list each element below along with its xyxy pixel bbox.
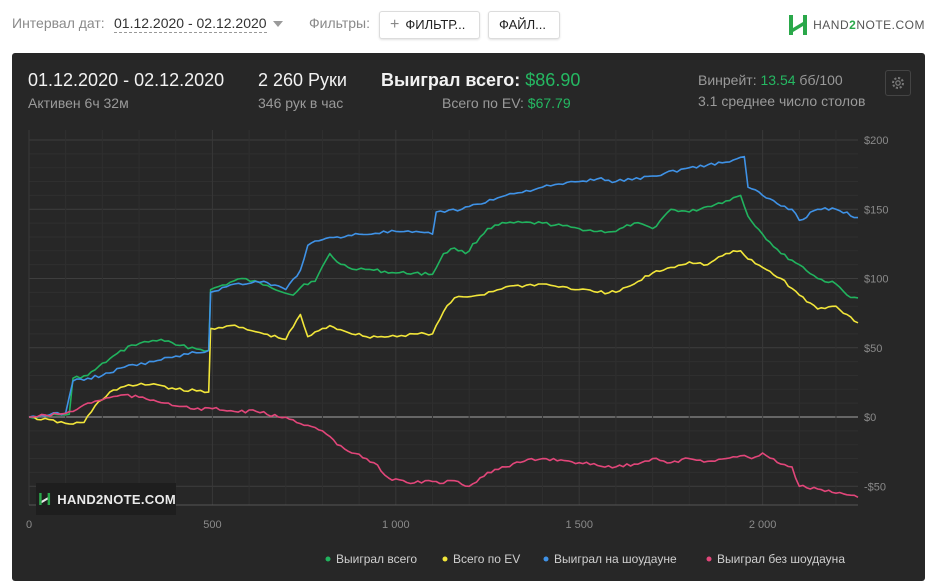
y-tick-label: -$50: [864, 481, 886, 493]
legend-marker[interactable]: [543, 556, 549, 562]
won-total: Выиграл всего: $86.90: [381, 70, 580, 91]
gear-icon: [892, 77, 904, 89]
series-line: [28, 155, 858, 418]
won-total-value: $86.90: [525, 70, 581, 90]
y-tick-label: $50: [864, 343, 882, 355]
series-line: [28, 194, 859, 419]
brand-logo: HAND2NOTE.COM: [788, 13, 925, 37]
ev-total: Всего по EV: $67.79: [442, 95, 571, 111]
series-line: [28, 393, 859, 499]
file-button[interactable]: ФАЙЛ...: [488, 11, 560, 39]
winrate-unit: бб/100: [799, 72, 843, 88]
hand2note-watermark: HAND2NOTE.COM: [36, 483, 176, 515]
legend-marker[interactable]: [706, 556, 712, 562]
graph-settings-button[interactable]: [885, 70, 911, 96]
ev-total-label: Всего по EV:: [442, 95, 524, 111]
legend-label[interactable]: Выиграл на шоудауне: [554, 552, 677, 566]
hand2note-logo-icon: [39, 492, 51, 506]
chevron-down-icon[interactable]: [273, 21, 283, 27]
grid-lines: [28, 130, 858, 505]
brand-name: HAND2NOTE.COM: [813, 18, 925, 32]
plus-icon: +: [390, 16, 400, 33]
filter-bar: Интервал дат: 01.12.2020 - 02.12.2020 Фи…: [0, 0, 931, 50]
series-lines: [28, 155, 859, 499]
session-period: 01.12.2020 - 02.12.2020: [28, 70, 225, 90]
series-line: [28, 250, 859, 425]
hand2note-logo-icon: [789, 15, 808, 35]
y-tick-label: $150: [864, 204, 888, 216]
avg-tables: 3.1 среднее число столов: [698, 93, 866, 109]
y-axis: $200 $150 $100 $50 $0 -$50: [864, 135, 888, 493]
legend-label[interactable]: Выиграл без шоудауна: [717, 552, 845, 566]
hands-per-hour: 346 рук в час: [258, 95, 344, 111]
x-tick-label: 2 000: [749, 519, 777, 531]
add-filter-label: ФИЛЬТР...: [405, 17, 466, 32]
legend-label[interactable]: Выиграл всего: [336, 552, 417, 566]
legend-marker[interactable]: [442, 556, 448, 562]
graph-panel: 01.12.2020 - 02.12.2020 Активен 6ч 32м 2…: [12, 53, 925, 581]
x-tick-label: 1 500: [565, 519, 593, 531]
active-time: Активен 6ч 32м: [28, 95, 129, 111]
ev-total-value: $67.79: [527, 95, 571, 111]
winrate: Винрейт: 13.54 бб/100: [698, 72, 843, 88]
legend-label[interactable]: Всего по EV: [453, 552, 520, 566]
add-filter-button[interactable]: + ФИЛЬТР...: [379, 11, 480, 39]
x-tick-label: 500: [203, 519, 221, 531]
legend-marker[interactable]: [325, 556, 331, 562]
won-total-label: Выиграл всего:: [381, 70, 521, 90]
winrate-label: Винрейт:: [698, 72, 757, 88]
winrate-value: 13.54: [760, 72, 796, 88]
date-range-label: Интервал дат:: [12, 15, 105, 31]
watermark-text: HAND2NOTE.COM: [57, 491, 176, 507]
x-tick-label: 1 000: [382, 519, 410, 531]
x-tick-label: 0: [26, 519, 32, 531]
hands-count: 2 260 Руки: [258, 70, 347, 90]
y-tick-label: $200: [864, 135, 888, 147]
file-button-label: ФАЙЛ...: [499, 17, 546, 32]
filters-label: Фильтры:: [309, 15, 370, 31]
profit-graph: $200 $150 $100 $50 $0 -$50 0 500 1 000 1 500 2 00…: [26, 130, 888, 566]
legend: Выиграл всего Всего по EV Выиграл на шоуда…: [325, 552, 845, 566]
y-tick-label: $0: [864, 412, 876, 424]
date-range-picker[interactable]: 01.12.2020 - 02.12.2020: [114, 15, 267, 33]
y-tick-label: $100: [864, 274, 888, 286]
